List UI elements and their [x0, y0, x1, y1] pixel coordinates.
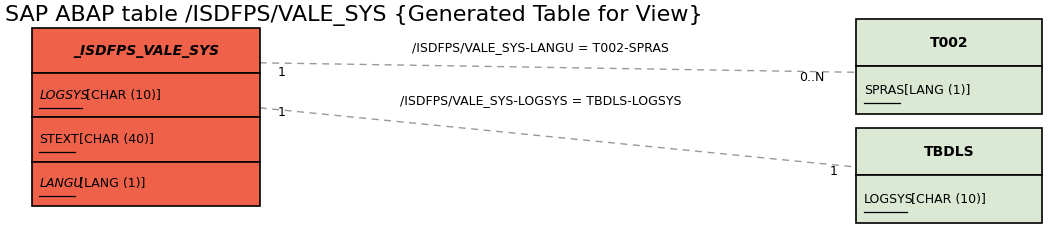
Bar — [856, 19, 1042, 66]
Text: [LANG (1)]: [LANG (1)] — [75, 178, 145, 191]
Text: [CHAR (10)]: [CHAR (10)] — [907, 193, 986, 205]
Text: T002: T002 — [930, 36, 969, 50]
Text: [CHAR (10)]: [CHAR (10)] — [83, 89, 161, 102]
Text: 1: 1 — [278, 66, 285, 79]
Text: /ISDFPS/VALE_SYS-LOGSYS = TBDLS-LOGSYS: /ISDFPS/VALE_SYS-LOGSYS = TBDLS-LOGSYS — [400, 94, 682, 107]
Text: [LANG (1)]: [LANG (1)] — [900, 84, 970, 96]
Bar — [32, 73, 260, 117]
Bar — [32, 28, 260, 73]
Bar — [32, 117, 260, 162]
Bar — [856, 128, 1042, 175]
Bar — [856, 66, 1042, 114]
Bar — [856, 175, 1042, 223]
Text: 1: 1 — [830, 165, 837, 178]
Bar — [32, 162, 260, 206]
Text: LOGSYS: LOGSYS — [39, 89, 89, 102]
Text: 0..N: 0..N — [799, 71, 825, 84]
Text: STEXT: STEXT — [39, 133, 78, 146]
Text: TBDLS: TBDLS — [924, 145, 974, 159]
Text: _ISDFPS_VALE_SYS: _ISDFPS_VALE_SYS — [73, 44, 218, 58]
Text: /ISDFPS/VALE_SYS-LANGU = T002-SPRAS: /ISDFPS/VALE_SYS-LANGU = T002-SPRAS — [412, 41, 669, 54]
Text: [CHAR (40)]: [CHAR (40)] — [75, 133, 154, 146]
Text: 1: 1 — [278, 106, 285, 119]
Text: LOGSYS: LOGSYS — [864, 193, 914, 205]
Text: LANGU: LANGU — [39, 178, 83, 191]
Text: SAP ABAP table /ISDFPS/VALE_SYS {Generated Table for View}: SAP ABAP table /ISDFPS/VALE_SYS {Generat… — [5, 5, 703, 26]
Text: SPRAS: SPRAS — [864, 84, 904, 96]
